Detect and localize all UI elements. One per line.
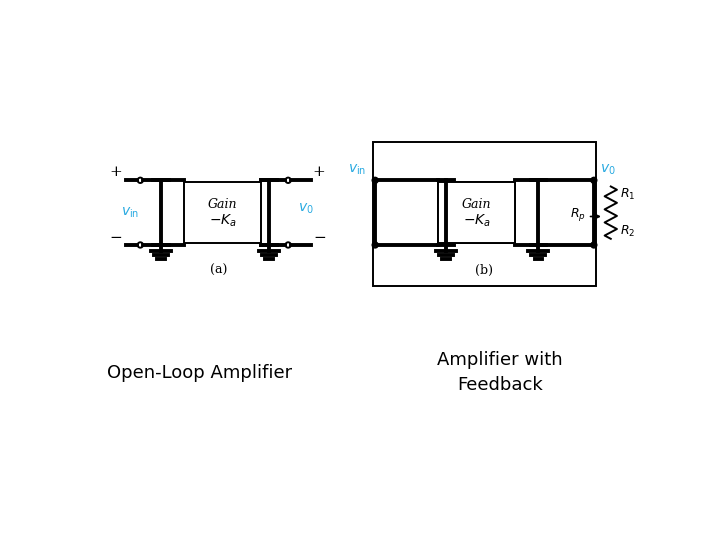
Text: $v_0$: $v_0$ <box>298 201 314 216</box>
Text: Gain: Gain <box>462 198 492 212</box>
Bar <box>438 182 516 244</box>
Text: Open-Loop Amplifier: Open-Loop Amplifier <box>107 364 292 382</box>
Bar <box>438 182 516 244</box>
Text: $R_1$: $R_1$ <box>620 187 636 202</box>
Text: $-$: $-$ <box>312 230 326 244</box>
Text: $-$: $-$ <box>109 230 122 244</box>
Text: Gain: Gain <box>462 198 492 212</box>
Text: +: + <box>312 165 325 179</box>
Text: $R_2$: $R_2$ <box>620 224 635 239</box>
Text: $R_p$: $R_p$ <box>570 206 586 222</box>
Bar <box>184 182 261 244</box>
Text: $v_0$: $v_0$ <box>600 163 616 177</box>
Text: (b): (b) <box>475 264 493 277</box>
Text: $-K_a$: $-K_a$ <box>463 212 491 228</box>
Text: (a): (a) <box>210 264 228 277</box>
Text: Gain: Gain <box>208 198 238 212</box>
Text: $-K_a$: $-K_a$ <box>463 212 491 228</box>
Text: $v_{\rm in}$: $v_{\rm in}$ <box>348 163 366 177</box>
Text: Amplifier with
Feedback: Amplifier with Feedback <box>437 352 563 394</box>
Text: $-K_a$: $-K_a$ <box>209 212 237 228</box>
Bar <box>373 142 596 286</box>
Text: +: + <box>110 165 122 179</box>
Text: $v_{\rm in}$: $v_{\rm in}$ <box>121 205 140 220</box>
